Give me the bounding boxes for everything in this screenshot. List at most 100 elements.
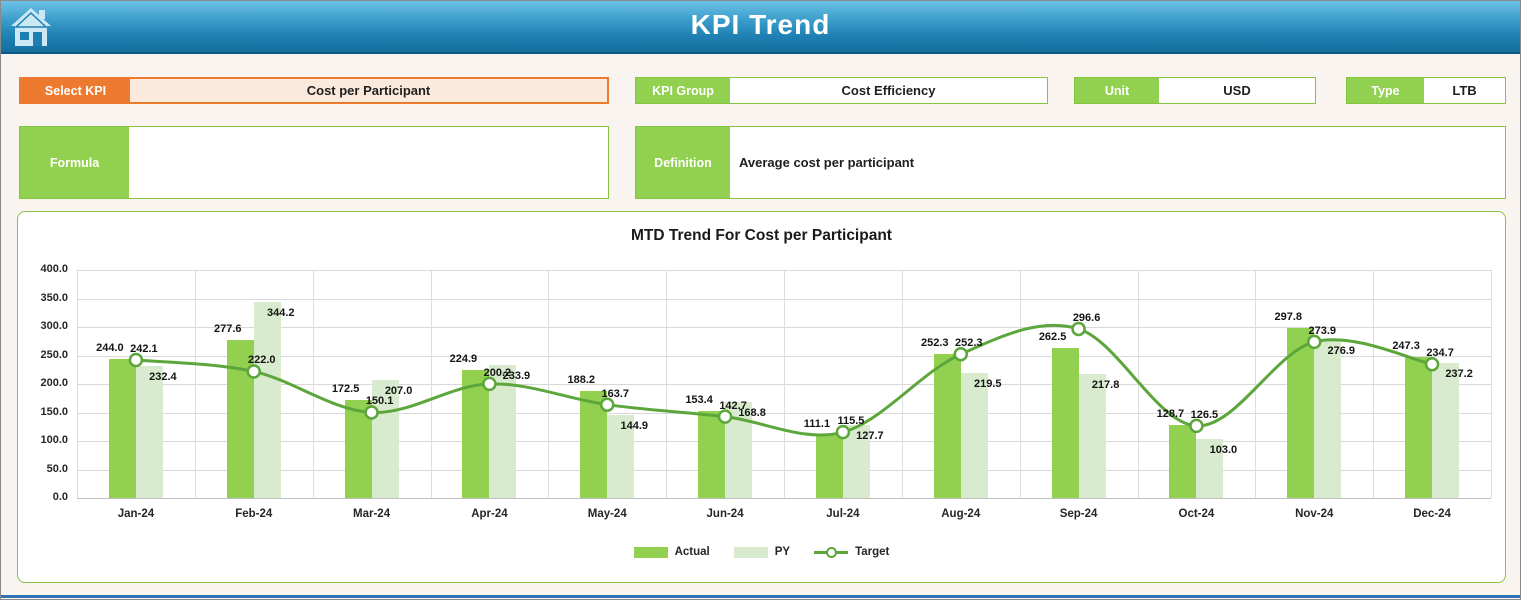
bar-py <box>1196 439 1224 498</box>
kpi-group-label: KPI Group <box>636 78 730 103</box>
bar-actual <box>1051 348 1079 498</box>
definition-label: Definition <box>636 127 730 198</box>
y-axis-label: 400.0 <box>40 263 68 275</box>
data-label-target: 273.9 <box>1308 324 1337 337</box>
data-label-py: 237.2 <box>1445 367 1473 380</box>
x-axis-category-label: Aug-24 <box>941 508 981 520</box>
type-label: Type <box>1347 78 1424 103</box>
data-label-py: 233.9 <box>502 369 531 382</box>
x-axis-category-label: Nov-24 <box>1295 508 1334 520</box>
y-axis-label: 100.0 <box>40 434 68 446</box>
definition-group: Definition Average cost per participant <box>635 126 1506 199</box>
x-axis-category-label: Feb-24 <box>235 508 273 520</box>
select-kpi-label: Select KPI <box>21 79 130 102</box>
y-axis-label: 250.0 <box>40 348 68 361</box>
unit-label: Unit <box>1075 78 1159 103</box>
data-label-actual: 297.8 <box>1274 311 1303 324</box>
bar-actual <box>462 369 490 498</box>
x-axis-line <box>77 498 1491 499</box>
data-label-py: 276.9 <box>1327 345 1356 358</box>
gridline-horizontal <box>77 469 1491 471</box>
bar-actual <box>1405 357 1433 498</box>
data-label-py: 207.0 <box>384 385 413 397</box>
legend-swatch <box>633 546 668 558</box>
legend-item-py: PY <box>733 546 791 558</box>
data-label-py: 232.4 <box>149 370 177 383</box>
type-value: LTB <box>1424 78 1505 103</box>
data-label-target: 150.1 <box>365 395 394 408</box>
unit-value: USD <box>1159 78 1315 103</box>
data-label-target: 252.3 <box>954 337 983 350</box>
data-label-actual: 244.0 <box>96 341 124 354</box>
x-axis-category-label: Jul-24 <box>826 508 860 520</box>
data-label-py: 103.0 <box>1209 444 1238 457</box>
bottom-divider <box>1 595 1520 598</box>
bar-actual <box>1169 424 1197 498</box>
legend-swatch <box>733 546 768 558</box>
select-kpi-value[interactable]: Cost per Participant <box>130 79 607 102</box>
data-label-py: 344.2 <box>266 306 295 319</box>
data-label-actual: 153.4 <box>685 393 713 406</box>
y-axis-label: 0.0 <box>52 491 68 503</box>
gridline-horizontal <box>77 270 1491 271</box>
bar-actual <box>933 354 961 498</box>
data-label-actual: 247.3 <box>1392 340 1420 353</box>
legend-item-target: Target <box>814 546 889 558</box>
data-label-target: 126.5 <box>1190 408 1219 421</box>
gridline-horizontal <box>77 355 1491 357</box>
bar-py <box>960 372 988 498</box>
data-label-actual: 188.2 <box>567 373 596 386</box>
x-axis-category-label: Dec-24 <box>1413 508 1451 520</box>
page-title: KPI Trend <box>690 9 831 40</box>
legend-label: PY <box>774 546 791 558</box>
data-label-py: 219.5 <box>973 377 1002 390</box>
data-label-target: 163.7 <box>601 387 630 400</box>
data-label-target: 115.5 <box>837 415 865 428</box>
legend-label: Actual <box>674 546 710 558</box>
kpi-trend-chart: MTD Trend For Cost per Participant 0.0 50… <box>17 211 1506 583</box>
unit-group: Unit USD <box>1074 77 1316 104</box>
header-bar: KPI Trend <box>1 1 1520 54</box>
bar-py <box>489 364 517 498</box>
x-axis-category-label: Jan-24 <box>117 508 155 520</box>
formula-group: Formula <box>19 126 609 199</box>
x-axis-category-label: Apr-24 <box>471 508 508 520</box>
bar-actual <box>698 410 726 498</box>
x-axis-category-label: May-24 <box>587 508 627 520</box>
data-label-py: 127.7 <box>856 430 884 443</box>
bar-py <box>1078 373 1106 498</box>
target-marker <box>1071 321 1086 337</box>
bar-py <box>1314 340 1342 498</box>
bar-actual <box>815 434 843 498</box>
bar-py <box>135 365 163 498</box>
select-kpi-group: Select KPI Cost per Participant <box>19 77 609 104</box>
gridline-horizontal <box>77 298 1491 300</box>
bar-actual <box>108 358 136 498</box>
x-axis-category-label: Sep-24 <box>1059 508 1098 520</box>
gridline-horizontal <box>77 441 1491 442</box>
kpi-group-group: KPI Group Cost Efficiency <box>635 77 1048 104</box>
data-label-actual: 224.9 <box>449 352 478 365</box>
y-axis-label: 350.0 <box>40 291 68 304</box>
data-label-actual: 128.7 <box>1156 407 1185 420</box>
kpi-group-value: Cost Efficiency <box>730 78 1047 103</box>
definition-value: Average cost per participant <box>730 127 1505 198</box>
x-axis-category-label: Jun-24 <box>706 508 744 520</box>
bar-py <box>253 301 281 498</box>
data-label-actual: 111.1 <box>803 417 831 430</box>
chart-legend: Actual PY Target <box>18 546 1505 558</box>
home-icon[interactable] <box>8 4 54 50</box>
data-label-py: 144.9 <box>620 420 649 433</box>
data-label-target: 234.7 <box>1426 347 1454 360</box>
y-axis-label: 300.0 <box>40 320 68 332</box>
gridline-horizontal <box>77 412 1491 414</box>
formula-label: Formula <box>20 127 129 198</box>
chart-title: MTD Trend For Cost per Participant <box>631 227 892 244</box>
y-axis-label: 150.0 <box>40 405 68 418</box>
data-label-actual: 262.5 <box>1038 331 1067 344</box>
gridline-horizontal <box>77 327 1491 328</box>
data-label-target: 222.0 <box>247 354 276 367</box>
formula-value <box>129 127 608 198</box>
bar-py <box>1432 362 1460 498</box>
